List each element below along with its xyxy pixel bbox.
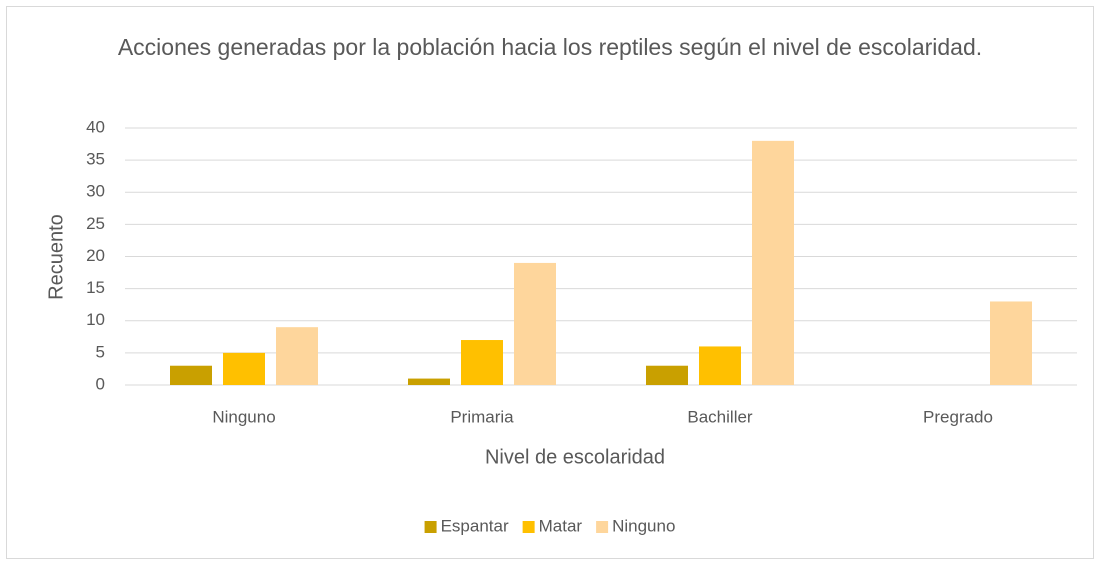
legend-swatch	[522, 521, 535, 533]
legend-label: Matar	[539, 516, 583, 535]
legend-label: Ninguno	[612, 516, 675, 535]
bar	[223, 352, 265, 385]
x-axis-label: Nivel de escolaridad	[485, 446, 665, 468]
y-tick-label: 15	[86, 278, 105, 297]
bar	[170, 365, 212, 385]
x-tick-label: Primaria	[450, 407, 514, 426]
x-tick-label: Pregrado	[923, 407, 993, 426]
bar	[408, 378, 450, 385]
bar	[990, 301, 1032, 385]
legend-label: Espantar	[441, 516, 509, 535]
y-tick-label: 0	[96, 374, 105, 393]
y-axis-label: Recuento	[45, 214, 67, 300]
x-tick-label: Ninguno	[212, 407, 275, 426]
bar	[646, 365, 688, 385]
y-tick-label: 30	[86, 182, 105, 201]
y-tick-label: 10	[86, 310, 105, 329]
bar	[752, 140, 794, 385]
chart-border	[6, 6, 1094, 559]
chart-title: Acciones generadas por la población haci…	[117, 34, 983, 60]
bar	[461, 340, 503, 385]
bar	[514, 262, 556, 385]
legend-swatch	[596, 521, 609, 533]
y-tick-label: 25	[86, 214, 105, 233]
x-tick-label: Bachiller	[687, 407, 753, 426]
y-tick-label: 20	[86, 246, 105, 265]
y-tick-label: 35	[86, 150, 105, 169]
bar	[699, 346, 741, 385]
y-tick-label: 5	[96, 342, 105, 361]
y-tick-label: 40	[86, 117, 105, 136]
legend-swatch	[424, 521, 437, 533]
bar	[276, 327, 318, 385]
